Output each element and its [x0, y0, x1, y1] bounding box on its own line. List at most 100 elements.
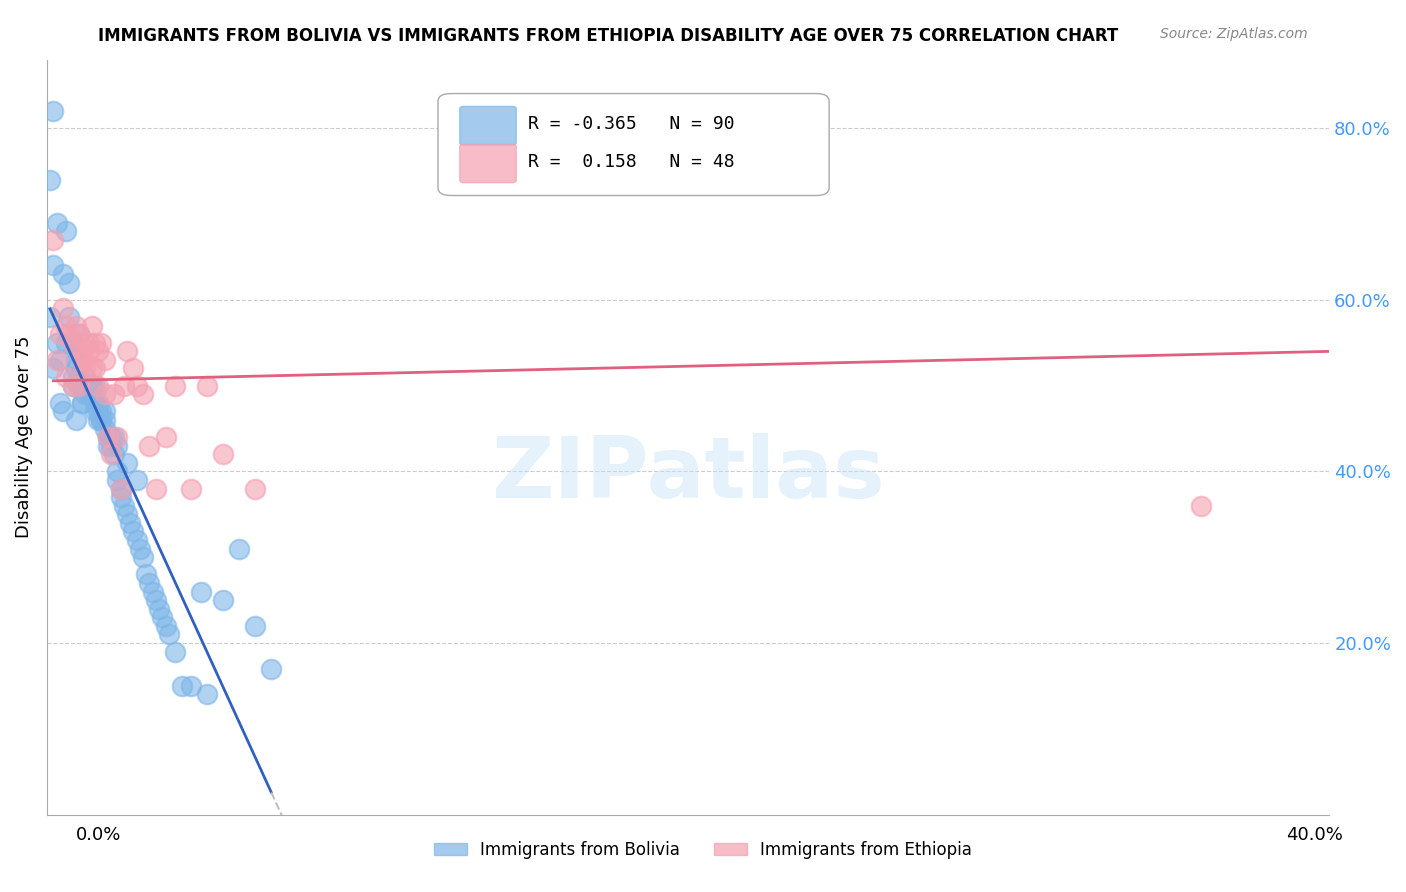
Point — [107, 430, 129, 444]
Point — [67, 344, 90, 359]
Point — [65, 413, 87, 427]
Point — [62, 335, 84, 350]
Point — [58, 276, 80, 290]
Point — [77, 335, 100, 350]
Point — [170, 679, 193, 693]
Point — [180, 482, 202, 496]
Point — [48, 396, 70, 410]
Point — [80, 387, 103, 401]
Point — [115, 456, 138, 470]
Point — [1189, 499, 1212, 513]
Point — [103, 430, 125, 444]
Point — [107, 439, 129, 453]
Point — [110, 482, 132, 496]
Point — [97, 430, 120, 444]
Point — [157, 627, 180, 641]
Point — [75, 370, 97, 384]
Point — [245, 619, 267, 633]
Point — [52, 301, 75, 316]
Point — [58, 327, 80, 342]
Point — [62, 378, 84, 392]
Point — [80, 378, 103, 392]
Point — [195, 688, 218, 702]
Point — [260, 662, 283, 676]
Point — [84, 361, 107, 376]
Point — [155, 619, 177, 633]
Point — [103, 387, 125, 401]
Point — [93, 421, 115, 435]
Point — [138, 439, 160, 453]
Point — [90, 413, 112, 427]
Text: R = -0.365   N = 90: R = -0.365 N = 90 — [527, 115, 734, 133]
Point — [115, 344, 138, 359]
Point — [195, 378, 218, 392]
Point — [97, 430, 120, 444]
FancyBboxPatch shape — [460, 145, 516, 183]
Point — [39, 172, 62, 186]
Point — [148, 601, 170, 615]
Point — [212, 593, 235, 607]
Point — [165, 378, 187, 392]
Point — [70, 378, 93, 392]
Point — [75, 387, 97, 401]
Y-axis label: Disability Age Over 75: Disability Age Over 75 — [15, 335, 32, 539]
Point — [107, 473, 129, 487]
Point — [87, 344, 110, 359]
Point — [84, 378, 107, 392]
Text: IMMIGRANTS FROM BOLIVIA VS IMMIGRANTS FROM ETHIOPIA DISABILITY AGE OVER 75 CORRE: IMMIGRANTS FROM BOLIVIA VS IMMIGRANTS FR… — [98, 27, 1119, 45]
Point — [125, 378, 148, 392]
Point — [65, 361, 87, 376]
Point — [122, 361, 145, 376]
Point — [145, 593, 167, 607]
Point — [87, 396, 110, 410]
Point — [97, 439, 120, 453]
Point — [62, 335, 84, 350]
Text: Source: ZipAtlas.com: Source: ZipAtlas.com — [1160, 27, 1308, 41]
FancyBboxPatch shape — [439, 94, 830, 195]
Point — [77, 344, 100, 359]
Point — [125, 473, 148, 487]
Point — [77, 387, 100, 401]
Point — [132, 387, 155, 401]
Point — [45, 335, 67, 350]
Point — [228, 541, 250, 556]
Point — [48, 352, 70, 367]
Point — [142, 584, 165, 599]
Point — [62, 370, 84, 384]
Point — [55, 318, 77, 333]
Point — [93, 352, 115, 367]
Point — [110, 490, 132, 504]
Point — [42, 259, 65, 273]
Point — [77, 387, 100, 401]
Point — [80, 318, 103, 333]
Point — [93, 404, 115, 418]
Point — [132, 550, 155, 565]
Point — [62, 378, 84, 392]
Point — [84, 404, 107, 418]
Point — [75, 335, 97, 350]
Point — [90, 335, 112, 350]
Point — [77, 378, 100, 392]
Point — [70, 396, 93, 410]
Point — [67, 378, 90, 392]
Point — [103, 447, 125, 461]
Point — [87, 413, 110, 427]
Point — [67, 344, 90, 359]
Point — [70, 352, 93, 367]
Point — [245, 482, 267, 496]
Point — [55, 370, 77, 384]
Point — [55, 335, 77, 350]
Point — [52, 404, 75, 418]
Point — [84, 387, 107, 401]
Point — [97, 430, 120, 444]
Point — [122, 524, 145, 539]
Point — [150, 610, 173, 624]
Point — [112, 499, 135, 513]
Text: 40.0%: 40.0% — [1286, 826, 1343, 844]
Point — [52, 267, 75, 281]
Point — [90, 404, 112, 418]
Legend: Immigrants from Bolivia, Immigrants from Ethiopia: Immigrants from Bolivia, Immigrants from… — [427, 835, 979, 866]
Point — [112, 378, 135, 392]
Point — [212, 447, 235, 461]
Point — [90, 413, 112, 427]
